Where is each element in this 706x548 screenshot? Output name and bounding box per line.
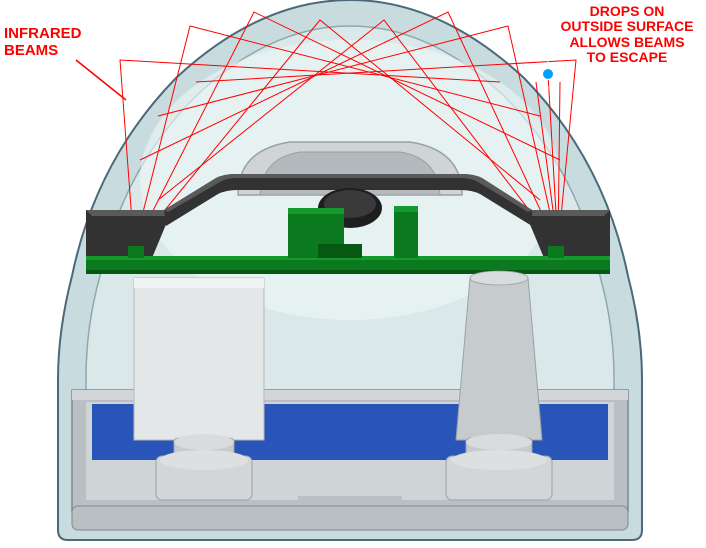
- label-right-line2: OUTSIDE SURFACE: [560, 18, 693, 34]
- diagram-svg: [0, 0, 706, 548]
- rain-sensor-diagram: INFRARED BEAMS DROPS ON OUTSIDE SURFACE …: [0, 0, 706, 548]
- label-drops-escape: DROPS ON OUTSIDE SURFACE ALLOWS BEAMS TO…: [546, 4, 706, 66]
- label-left-line1: INFRARED: [4, 25, 82, 42]
- label-right-line1: DROPS ON: [590, 3, 665, 19]
- label-right-line4: TO ESCAPE: [587, 49, 668, 65]
- label-right-line3: ALLOWS BEAMS: [569, 34, 684, 50]
- left-label-pointer: [76, 60, 126, 100]
- label-left-line2: BEAMS: [4, 42, 58, 59]
- label-infrared-beams: INFRARED BEAMS: [4, 26, 114, 59]
